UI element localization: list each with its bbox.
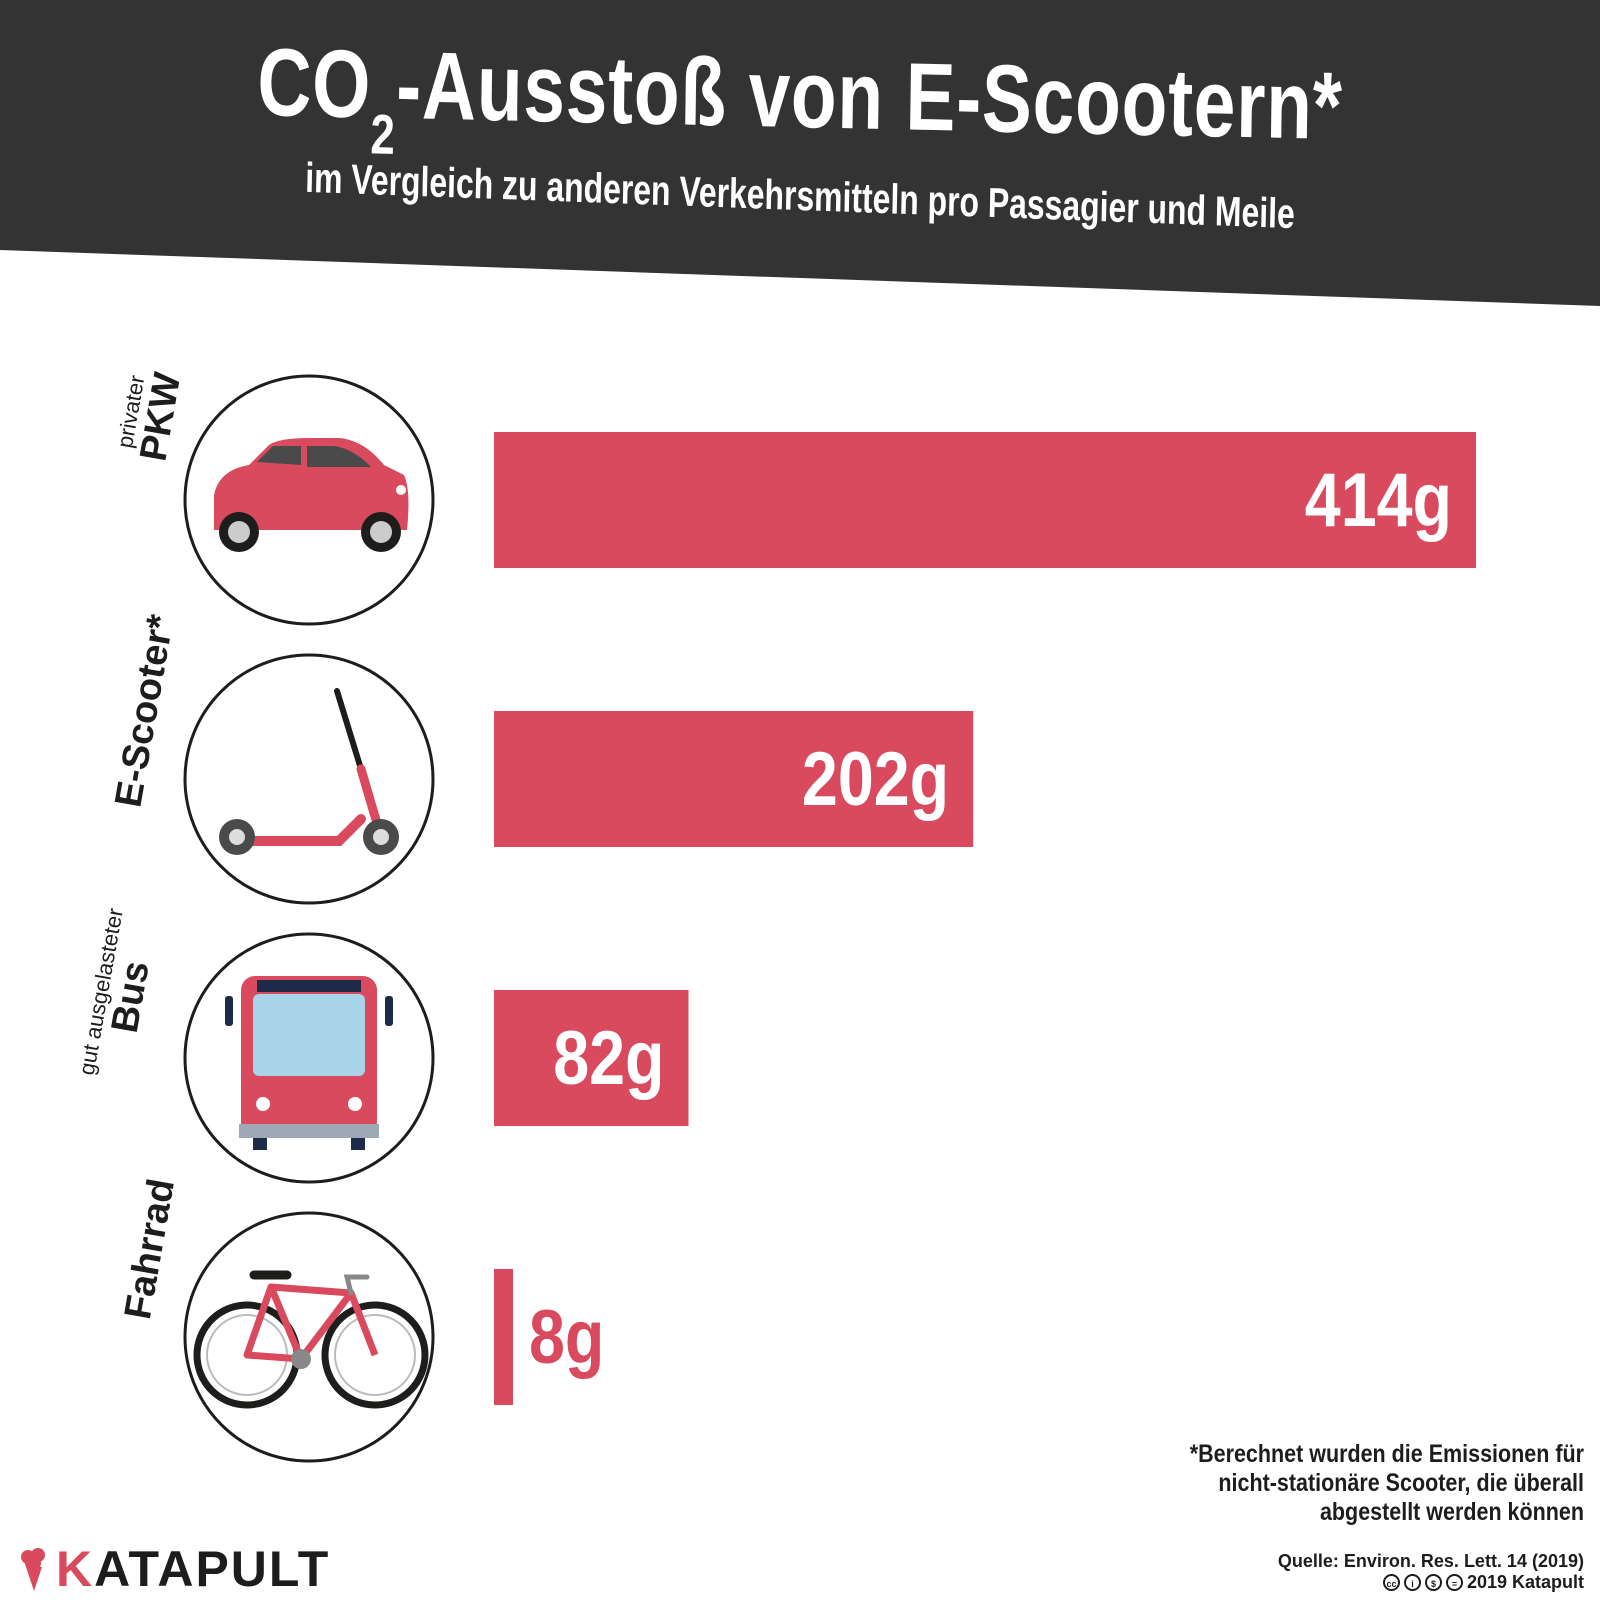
- header-band: [0, 0, 1600, 306]
- bar: [494, 432, 1476, 568]
- katapult-logo: KATAPULT: [18, 1540, 330, 1598]
- e-scooter-icon: [219, 688, 399, 855]
- icon-circle: [183, 653, 435, 905]
- bicycle-icon: [193, 1270, 429, 1409]
- bar: [494, 1269, 513, 1405]
- bar-value-label: 8g: [529, 1294, 604, 1379]
- car-icon: [214, 438, 409, 552]
- copyright: cc i $ = 2019 Katapult: [1382, 1572, 1584, 1593]
- catapult-icon: [21, 1548, 45, 1591]
- source-note: Quelle: Environ. Res. Lett. 14 (2019): [1277, 1551, 1584, 1571]
- bar: [494, 711, 974, 847]
- logo-text: KATAPULT: [56, 1541, 331, 1597]
- bus-icon: [225, 976, 393, 1150]
- copyright-text: 2019 Katapult: [1466, 1572, 1584, 1592]
- cc-nc-icon: $: [1424, 1574, 1442, 1591]
- bar-value-label: 82g: [553, 1015, 664, 1100]
- cc-by-icon: i: [1403, 1574, 1421, 1591]
- bar: [494, 990, 689, 1126]
- icon-circle: [183, 1211, 435, 1463]
- bar-value-label: 202g: [802, 736, 949, 821]
- cc-nd-icon: =: [1445, 1574, 1463, 1591]
- footnote: *Berechnet wurden die Emissionen für nic…: [1189, 1440, 1584, 1526]
- cc-icon: cc: [1382, 1574, 1400, 1591]
- bar-value-label: 414g: [1305, 457, 1452, 542]
